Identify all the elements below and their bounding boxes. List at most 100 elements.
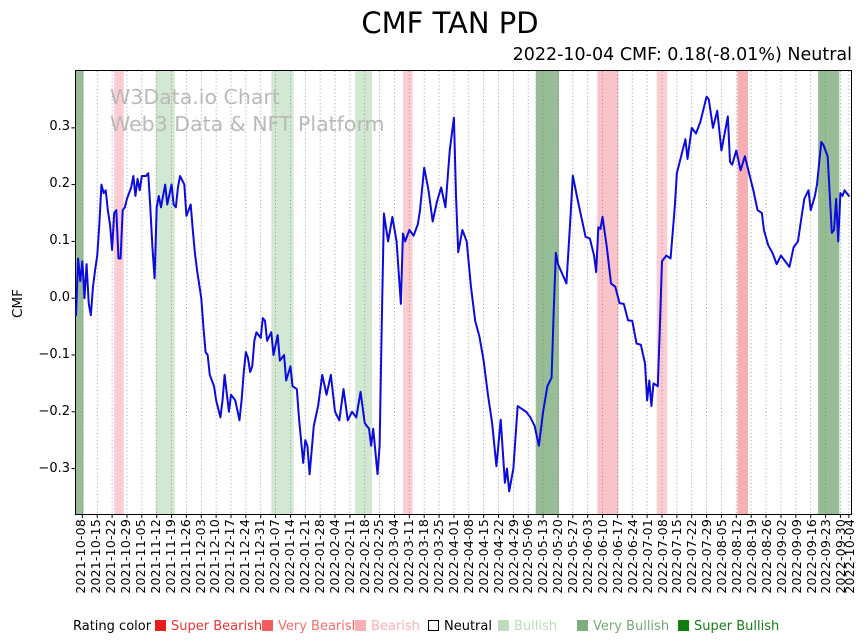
x-tick-label: 2022-09-23 [818, 519, 833, 594]
x-tick-label: 2022-07-08 [655, 519, 670, 594]
x-tick-label: 2022-06-10 [595, 519, 610, 594]
rating-band-bullish [271, 71, 294, 514]
x-tick-label: 2022-07-22 [684, 519, 699, 594]
x-tick-label: 2022-07-01 [640, 519, 655, 594]
rating-band-very-bullish [76, 71, 84, 514]
x-tick-label: 2022-09-16 [804, 519, 819, 594]
x-tick-label: 2022-04-15 [476, 519, 491, 594]
legend-item-label: Neutral [444, 619, 492, 634]
x-tick-label: 2021-12-17 [222, 519, 237, 594]
legend-item-bullish: Bullish [498, 619, 557, 634]
x-tick-label: 2021-12-03 [193, 519, 208, 594]
y-tick-label: 0.1 [49, 233, 70, 248]
rating-band-bullish [355, 71, 373, 514]
legend-item-label: Very Bearish [278, 619, 360, 634]
y-tick-label: 0.2 [49, 176, 70, 191]
x-tick-label: 2022-03-04 [386, 519, 401, 594]
x-tick-label: 2022-06-24 [625, 519, 640, 594]
legend-item-super-bearish: Super Bearish [155, 619, 262, 634]
x-tick-label: 2022-08-12 [729, 519, 744, 594]
x-tick-label: 2022-02-25 [371, 519, 386, 594]
x-tick-label: 2022-02-18 [357, 519, 372, 594]
legend-item-super-bullish: Super Bullish [678, 619, 779, 634]
chart-title: CMF TAN PD [361, 6, 539, 40]
legend-swatch-bullish [498, 620, 509, 631]
plot-area [71, 70, 852, 518]
x-tick-label: 2021-12-24 [237, 519, 252, 594]
rating-band-very-bullish [535, 71, 560, 514]
x-tick-label: 2022-08-05 [714, 519, 729, 594]
legend-item-very-bullish: Very Bullish [577, 619, 669, 634]
x-tick-label: 2022-05-13 [535, 519, 550, 594]
rating-band-very-bearish [737, 71, 748, 514]
x-tick-label: 2021-11-26 [178, 519, 193, 594]
legend-item-label: Very Bullish [593, 619, 670, 634]
x-tick-label: 2022-05-20 [550, 519, 565, 594]
x-tick-label: 2022-09-02 [774, 519, 789, 594]
legend-item-label: Bearish [371, 619, 420, 634]
legend-item-label: Bullish [514, 619, 558, 634]
x-tick-label: 2022-01-21 [297, 519, 312, 594]
y-tick-label: −0.2 [38, 404, 70, 419]
legend-swatch-neutral [428, 620, 439, 631]
rating-band-bearish [656, 71, 668, 514]
x-tick-label: 2022-04-22 [491, 519, 506, 594]
legend-item-very-bearish: Very Bearish [262, 619, 360, 634]
rating-band-bearish [402, 71, 413, 514]
x-tick-label: 2022-01-07 [267, 519, 282, 594]
x-tick-label: 2021-12-10 [207, 519, 222, 594]
legend-title: Rating color [73, 619, 152, 634]
x-tick-label: 2022-02-04 [327, 519, 342, 594]
x-tick-label: 2021-11-05 [133, 519, 148, 594]
plot-canvas [71, 71, 850, 518]
x-tick-label: 2021-10-08 [73, 519, 88, 594]
x-tick-label: 2022-04-08 [461, 519, 476, 594]
x-tick-label: 2021-10-15 [88, 519, 103, 594]
legend-swatch-bearish [355, 620, 366, 631]
legend-item-bearish: Bearish [355, 619, 420, 634]
y-tick-label: −0.1 [38, 347, 70, 362]
x-tick-label: 2022-07-29 [699, 519, 714, 594]
y-tick-label: 0.0 [49, 290, 70, 305]
x-tick-label: 2022-03-25 [431, 519, 446, 594]
legend-item-label: Super Bullish [694, 619, 780, 634]
x-tick-label: 2021-10-22 [103, 519, 118, 594]
x-tick-label: 2022-06-03 [580, 519, 595, 594]
legend-swatch-very-bullish [577, 620, 588, 631]
x-tick-label: 2022-03-11 [401, 519, 416, 594]
x-tick-label: 2021-10-29 [118, 519, 133, 594]
x-tick-label: 2022-02-11 [342, 519, 357, 594]
x-tick-label: 2022-05-27 [565, 519, 580, 594]
x-tick-label: 2022-06-17 [610, 519, 625, 594]
legend-swatch-super-bullish [678, 620, 689, 631]
x-tick-label: 2022-07-15 [669, 519, 684, 594]
x-tick-label: 2022-08-26 [759, 519, 774, 594]
x-tick-label: 2022-10-04 [842, 519, 857, 594]
cmf-line [75, 95, 850, 493]
legend-item-neutral: Neutral [428, 619, 492, 634]
legend-item-label: Super Bearish [171, 619, 263, 634]
x-tick-label: 2022-08-19 [744, 519, 759, 594]
x-tick-label: 2022-01-28 [312, 519, 327, 594]
chart-subtitle: 2022-10-04 CMF: 0.18(-8.01%) Neutral [512, 45, 852, 65]
legend-swatch-super-bearish [155, 620, 166, 631]
legend-swatch-very-bearish [262, 620, 273, 631]
rating-legend: Rating color Super Bearish Very Bearish Be… [0, 617, 867, 639]
x-tick-label: 2022-09-09 [789, 519, 804, 594]
rating-band-bearish [114, 71, 124, 514]
x-tick-label: 2021-11-12 [148, 519, 163, 594]
x-tick-label: 2022-01-14 [282, 519, 297, 594]
y-tick-label: −0.3 [38, 461, 70, 476]
rating-band-bullish [155, 71, 175, 514]
x-tick-label: 2022-04-01 [446, 519, 461, 594]
rating-band-very-bullish [818, 71, 840, 514]
x-tick-label: 2022-03-18 [416, 519, 431, 594]
y-axis-label: CMF [10, 289, 26, 318]
rating-band-bearish [597, 71, 619, 514]
x-tick-label: 2021-11-19 [163, 519, 178, 594]
y-tick-label: 0.3 [49, 119, 70, 134]
x-tick-label: 2022-05-06 [520, 519, 535, 594]
x-tick-label: 2021-12-31 [252, 519, 267, 594]
x-tick-label: 2022-04-29 [506, 519, 521, 594]
